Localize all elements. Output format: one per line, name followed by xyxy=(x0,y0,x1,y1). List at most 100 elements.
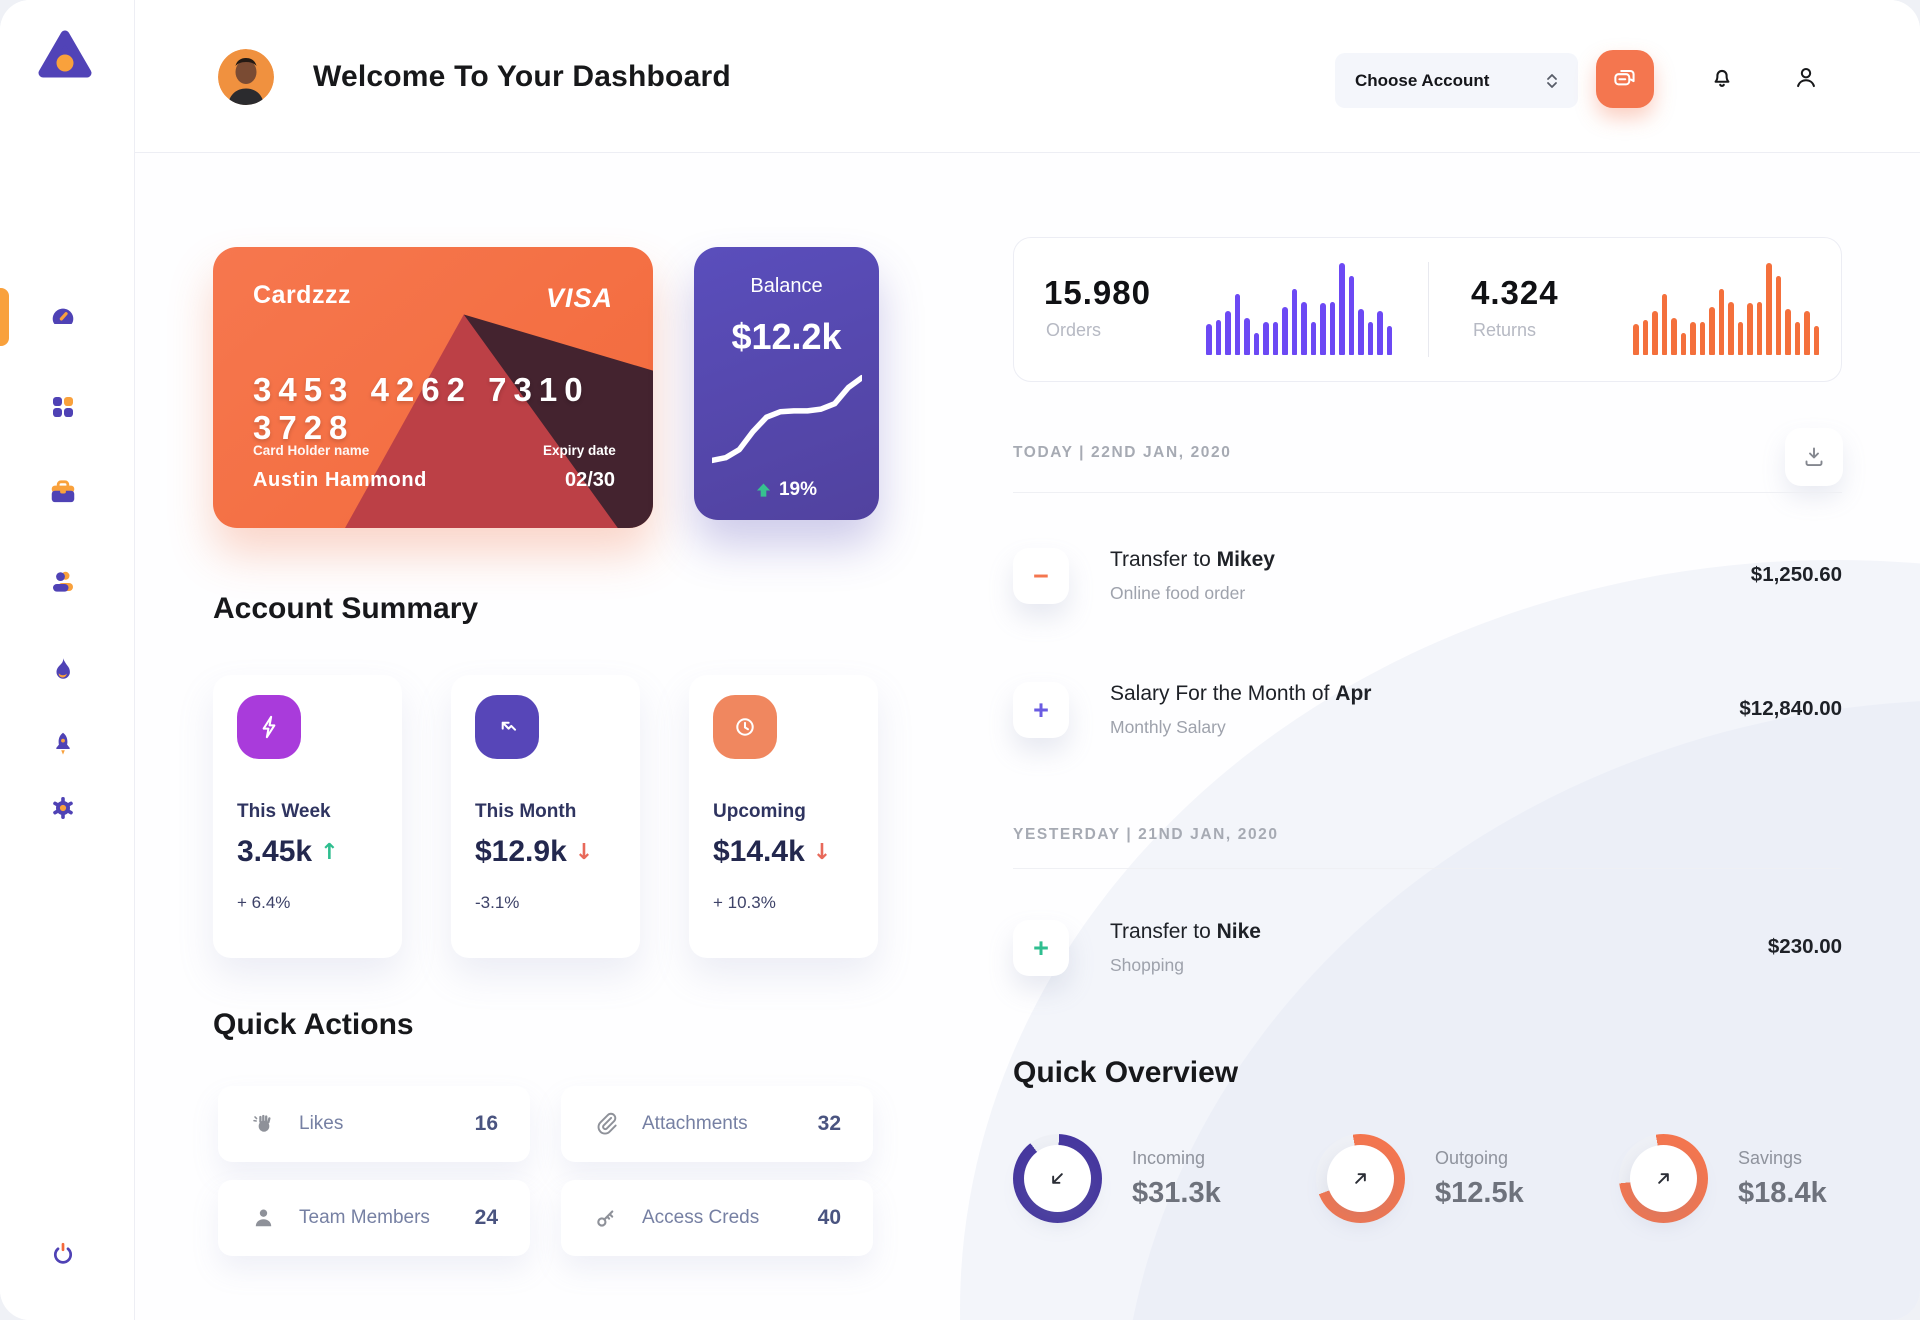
profile-button[interactable] xyxy=(1786,58,1826,98)
expiry-value: 02/30 xyxy=(565,469,616,491)
notifications-button[interactable] xyxy=(1702,58,1742,98)
grid-icon xyxy=(53,397,73,417)
balance-label: Balance xyxy=(750,275,823,297)
summary-label: This Week xyxy=(237,801,331,822)
returns-label: Returns xyxy=(1473,320,1537,340)
trend-down-icon: ↓ xyxy=(812,839,832,865)
quick-action-count: 40 xyxy=(817,1206,841,1229)
user-icon xyxy=(1797,67,1815,88)
summary-label: Upcoming xyxy=(713,801,806,822)
header: Welcome To Your Dashboard Choose Account xyxy=(135,0,1920,153)
divider xyxy=(1428,262,1429,357)
transaction-text: Salary For the Month of Apr Monthly Sala… xyxy=(1110,682,1371,738)
power-icon xyxy=(53,1242,73,1264)
transaction-amount: $1,250.60 xyxy=(1750,563,1842,586)
trend-down-icon: ↓ xyxy=(574,839,594,865)
orders-bar-chart xyxy=(1206,261,1393,355)
summary-value: 3.45k ↑ xyxy=(237,835,378,869)
quick-action-team-members[interactable]: Team Members 24 xyxy=(218,1180,530,1256)
transaction-title: Transfer to Mikey xyxy=(1110,548,1275,571)
credit-card[interactable]: Cardzzz VISA 3453 4262 7310 3728 Card Ho… xyxy=(213,247,653,528)
summary-change: -3.1% xyxy=(475,893,520,912)
sidebar-item-team[interactable] xyxy=(43,562,83,602)
chat-button[interactable] xyxy=(1596,50,1654,108)
user-avatar[interactable] xyxy=(218,49,274,105)
summary-card-upcoming: Upcoming $14.4k ↓ + 10.3% xyxy=(689,675,878,958)
flame-icon xyxy=(56,658,70,679)
app-logo[interactable] xyxy=(36,26,94,84)
sign-glyph: + xyxy=(1033,932,1049,963)
sidebar-item-apps[interactable] xyxy=(43,387,83,427)
transaction-row[interactable]: − Transfer to Mikey Online food order $1… xyxy=(1013,548,1842,604)
sidebar-item-launch[interactable] xyxy=(43,724,83,764)
returns-value: 4.324 xyxy=(1471,274,1559,311)
plus-icon: + xyxy=(1013,920,1069,976)
quick-overview-title: Quick Overview xyxy=(1013,1056,1239,1089)
gear-icon xyxy=(53,797,73,819)
summary-change: + 6.4% xyxy=(237,893,291,912)
balance-change: 19% xyxy=(694,479,879,501)
balance-sparkline xyxy=(708,374,865,464)
sign-glyph: − xyxy=(1033,560,1049,591)
summary-value: $14.4k ↓ xyxy=(713,835,854,869)
sidebar-item-dashboard[interactable] xyxy=(43,297,83,337)
returns-bar-chart xyxy=(1633,261,1820,355)
orders-label: Orders xyxy=(1046,320,1102,340)
card-number: 3453 4262 7310 3728 xyxy=(253,371,590,446)
quick-action-label: Access Creds xyxy=(642,1207,760,1228)
account-select[interactable]: Choose Account xyxy=(1335,53,1578,108)
transaction-subtitle: Shopping xyxy=(1110,955,1184,975)
transaction-text: Transfer to Nike Shopping xyxy=(1110,920,1261,976)
overview-label: Outgoing xyxy=(1435,1147,1509,1168)
orders-returns-card: 15.980 Orders 4.324 Returns xyxy=(1013,237,1842,382)
quick-action-access-creds[interactable]: Access Creds 40 xyxy=(561,1180,873,1256)
quick-action-attachments[interactable]: Attachments 32 xyxy=(561,1086,873,1162)
overview-value: $18.4k xyxy=(1738,1176,1827,1209)
transaction-title: Salary For the Month of Apr xyxy=(1110,682,1372,705)
trend-arrow-icon xyxy=(475,695,539,759)
sidebar-item-activity[interactable] xyxy=(43,649,83,689)
paperclip-icon xyxy=(597,1112,617,1134)
transaction-row[interactable]: + Transfer to Nike Shopping $230.00 xyxy=(1013,920,1842,976)
triangle-logo xyxy=(38,30,92,78)
logout-button[interactable] xyxy=(43,1234,83,1274)
overview-savings: Savings $18.4k xyxy=(1619,1134,1827,1223)
card-name: Cardzzz xyxy=(253,281,351,309)
visa-logo: VISA xyxy=(545,283,613,313)
sign-glyph: + xyxy=(1033,694,1049,725)
arrow-up-icon xyxy=(756,482,771,497)
sidebar xyxy=(0,0,135,1320)
balance-card[interactable]: Balance $12.2k 19% xyxy=(694,247,879,520)
summary-value: $12.9k ↓ xyxy=(475,835,616,869)
sidebar-item-settings[interactable] xyxy=(43,788,83,828)
active-nav-indicator xyxy=(0,288,9,346)
transaction-subtitle: Online food order xyxy=(1110,583,1246,603)
summary-change: + 10.3% xyxy=(713,893,776,912)
savings-progress-ring xyxy=(1619,1134,1708,1223)
clock-icon xyxy=(713,695,777,759)
incoming-progress-ring xyxy=(1013,1134,1102,1223)
transaction-amount: $230.00 xyxy=(1767,935,1842,958)
background-wave xyxy=(1120,700,1920,1320)
arrow-up-right-icon xyxy=(1658,1173,1669,1184)
overview-label: Incoming xyxy=(1132,1147,1206,1168)
rocket-icon xyxy=(56,732,70,755)
quick-action-likes[interactable]: Likes 16 xyxy=(218,1086,530,1162)
user-icon xyxy=(53,571,73,592)
expiry-label: Expiry date xyxy=(543,443,616,458)
download-button[interactable] xyxy=(1785,428,1843,486)
date-header-today: TODAY | 22ND JAN, 2020 xyxy=(1013,444,1232,461)
quick-action-label: Team Members xyxy=(299,1207,430,1228)
transaction-amount: $12,840.00 xyxy=(1739,697,1842,720)
arrow-up-right-icon xyxy=(1355,1173,1366,1184)
balance-change-value: 19% xyxy=(778,479,818,500)
quick-action-count: 32 xyxy=(817,1112,841,1135)
overview-outgoing: Outgoing $12.5k xyxy=(1316,1134,1524,1223)
overview-value: $12.5k xyxy=(1435,1176,1524,1209)
transaction-text: Transfer to Mikey Online food order xyxy=(1110,548,1275,604)
sidebar-item-projects[interactable] xyxy=(43,472,83,512)
summary-value-text: $14.4k xyxy=(713,835,805,868)
transaction-row[interactable]: + Salary For the Month of Apr Monthly Sa… xyxy=(1013,682,1842,738)
briefcase-icon xyxy=(51,480,75,503)
